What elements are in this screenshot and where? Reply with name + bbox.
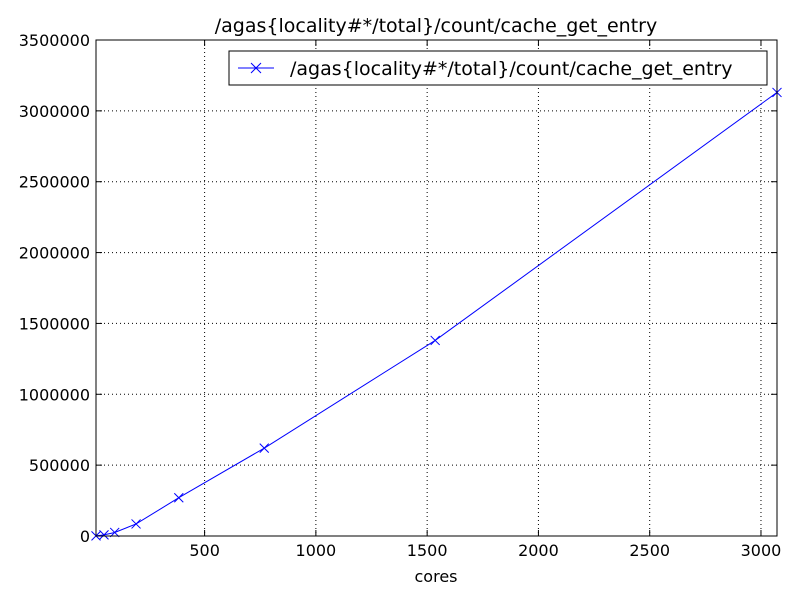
legend-box	[228, 50, 768, 86]
legend: /agas{locality#*/total}/count/cache_get_…	[228, 50, 768, 86]
x-tick-label: 500	[189, 541, 220, 560]
y-tick-label: 3000000	[19, 102, 90, 121]
y-tick-label: 1000000	[19, 385, 90, 404]
y-tick-label: 2000000	[19, 244, 90, 263]
data-point-marker	[109, 527, 120, 538]
x-axis-label: cores	[415, 567, 458, 586]
grid-lines	[96, 40, 777, 536]
series-line	[95, 92, 778, 537]
y-tick-label: 0	[80, 527, 90, 546]
data-point-marker	[131, 519, 141, 529]
plot-frame	[95, 39, 778, 537]
x-tick-label: 1500	[407, 541, 448, 560]
legend-entry-label: /agas{locality#*/total}/count/cache_get_…	[290, 58, 732, 80]
data-point-marker	[259, 443, 270, 453]
x-tick-label: 1000	[296, 541, 337, 560]
y-tick-label: 1500000	[19, 314, 90, 333]
x-tick-label: 2500	[629, 541, 670, 560]
data-point-marker	[430, 335, 441, 346]
data-point-marker	[99, 530, 109, 540]
x-tick-label: 3000	[741, 541, 782, 560]
data-point-marker	[173, 492, 184, 503]
legend-marker-x-icon	[250, 62, 262, 74]
y-tick-label: 2500000	[19, 173, 90, 192]
x-tick-label: 2000	[518, 541, 559, 560]
y-tick-label: 3500000	[19, 31, 90, 50]
chart-title: /agas{locality#*/total}/count/cache_get_…	[215, 15, 657, 37]
y-tick-label: 500000	[29, 456, 90, 475]
series-layer	[91, 87, 782, 541]
tick-layer: 500 1000 1500 2000 2500 3000 0 500000 1000000 150…	[19, 31, 782, 560]
